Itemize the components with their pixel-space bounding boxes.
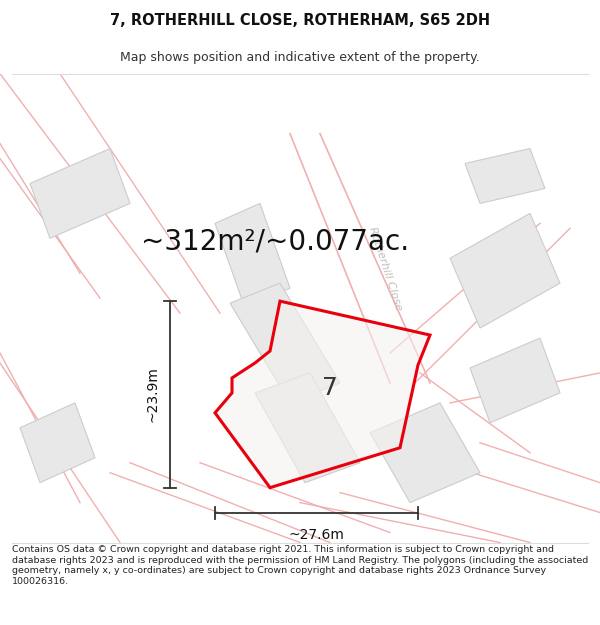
Text: Contains OS data © Crown copyright and database right 2021. This information is : Contains OS data © Crown copyright and d… <box>12 545 588 586</box>
Text: ~23.9m: ~23.9m <box>145 366 159 423</box>
Text: 7: 7 <box>322 376 338 400</box>
Polygon shape <box>30 149 130 238</box>
Polygon shape <box>370 403 480 502</box>
Polygon shape <box>465 149 545 203</box>
Polygon shape <box>215 203 290 308</box>
Polygon shape <box>255 373 360 482</box>
Text: ~312m²/~0.077ac.: ~312m²/~0.077ac. <box>141 228 409 255</box>
Text: Map shows position and indicative extent of the property.: Map shows position and indicative extent… <box>120 51 480 64</box>
Polygon shape <box>215 301 430 488</box>
Polygon shape <box>450 213 560 328</box>
Text: Rotherhill Close: Rotherhill Close <box>367 225 403 311</box>
Text: ~27.6m: ~27.6m <box>289 528 344 541</box>
Polygon shape <box>470 338 560 423</box>
Text: 7, ROTHERHILL CLOSE, ROTHERHAM, S65 2DH: 7, ROTHERHILL CLOSE, ROTHERHAM, S65 2DH <box>110 13 490 28</box>
Polygon shape <box>230 283 340 403</box>
Polygon shape <box>20 403 95 482</box>
